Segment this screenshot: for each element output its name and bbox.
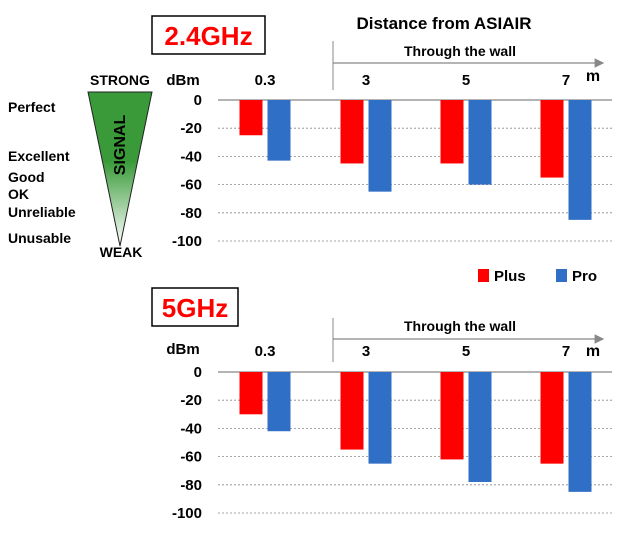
y-tick-label: 0 (194, 92, 202, 109)
x-category-label: 5 (462, 72, 470, 89)
legend-label-plus: Plus (494, 268, 526, 285)
y-tick-label: 0 (194, 364, 202, 381)
legend-swatch-plus (478, 269, 489, 282)
y-axis-unit-5ghz: dBm (166, 341, 199, 358)
bar-plus (239, 100, 263, 136)
y-tick-label: -80 (180, 477, 202, 494)
y-tick-label: -80 (180, 205, 202, 222)
y-tick-label: -100 (172, 505, 202, 522)
bar-pro (267, 100, 291, 161)
legend: Plus Pro (478, 268, 597, 285)
chart-2-4ghz: 2.4GHz dBm m Through the wall 0 -20 -40 -60… (151, 15, 612, 250)
x-axis-unit-2-4ghz: m (586, 68, 600, 85)
bar-plus (239, 372, 263, 415)
y-tick-label: -40 (180, 420, 202, 437)
bar-plus (340, 372, 364, 450)
x-axis-unit-5ghz: m (586, 343, 600, 360)
signal-strong-label: STRONG (90, 72, 150, 88)
signal-level-perfect: Perfect (8, 99, 56, 115)
x-category-label: 3 (362, 343, 370, 360)
bar-pro (568, 372, 592, 492)
bar-pro (267, 372, 291, 432)
chart-title: Distance from ASIAIR (356, 14, 531, 33)
signal-scale: STRONG SIGNAL WEAK Perfect Excellent Goo… (8, 72, 153, 260)
bar-pro (368, 372, 392, 464)
x-category-label: 5 (462, 343, 470, 360)
x-category-label: 3 (362, 72, 370, 89)
signal-vertical-label: SIGNAL (112, 115, 129, 176)
x-category-label: 0.3 (255, 72, 276, 89)
bar-plus (440, 100, 464, 164)
bar-plus (540, 100, 564, 178)
bar-pro (568, 100, 592, 220)
bar-pro (468, 100, 492, 185)
signal-level-unreliable: Unreliable (8, 204, 76, 220)
signal-level-ok: OK (8, 186, 29, 202)
y-tick-label: -100 (172, 233, 202, 250)
chart-5ghz: 5GHz dBm m Through the wall 0 -20 -40 -60 -8… (151, 287, 612, 522)
wall-label-5ghz: Through the wall (404, 318, 516, 334)
x-category-label: 7 (562, 343, 570, 360)
band-badge-2-4ghz-box (151, 15, 266, 55)
signal-triangle (87, 91, 153, 247)
signal-level-unusable: Unusable (8, 230, 71, 246)
signal-level-good: Good (8, 169, 45, 185)
band-badge-5ghz-box (151, 287, 239, 327)
legend-label-pro: Pro (572, 268, 597, 285)
y-tick-label: -40 (180, 148, 202, 165)
band-badge-2-4ghz: 2.4GHz (164, 21, 252, 51)
y-tick-label: -60 (180, 177, 202, 194)
x-category-label: 0.3 (255, 343, 276, 360)
bar-plus (340, 100, 364, 164)
wall-label-2-4ghz: Through the wall (404, 43, 516, 59)
bar-pro (368, 100, 392, 192)
y-tick-label: -60 (180, 449, 202, 466)
y-axis-unit-2-4ghz: dBm (166, 72, 199, 89)
legend-swatch-pro (556, 269, 567, 282)
band-badge-5ghz: 5GHz (162, 293, 228, 323)
signal-level-excellent: Excellent (8, 148, 70, 164)
bar-plus (440, 372, 464, 460)
y-tick-label: -20 (180, 392, 202, 409)
y-tick-label: -20 (180, 120, 202, 137)
signal-weak-label: WEAK (100, 244, 143, 260)
x-category-label: 7 (562, 72, 570, 89)
bar-pro (468, 372, 492, 482)
bar-plus (540, 372, 564, 464)
